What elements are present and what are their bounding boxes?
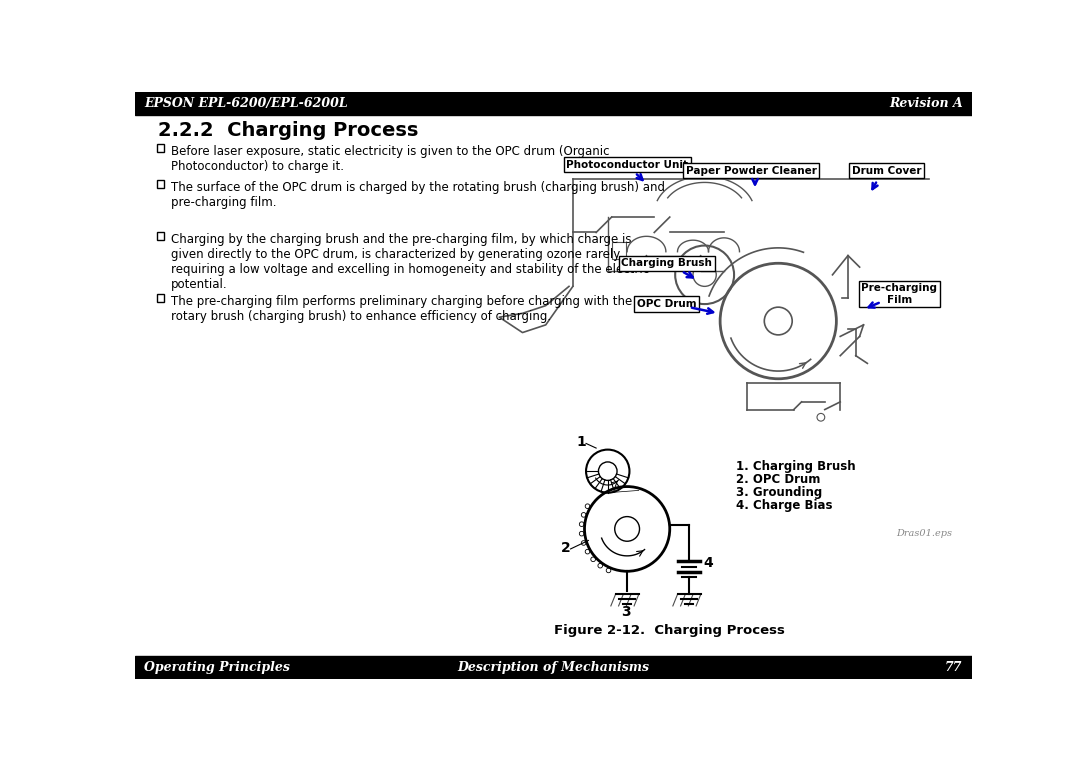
Text: Description of Mechanisms: Description of Mechanisms — [458, 661, 649, 674]
Text: 2. OPC Drum: 2. OPC Drum — [735, 473, 820, 486]
Text: The pre-charging film performs preliminary charging before charging with the
rot: The pre-charging film performs prelimina… — [171, 295, 632, 323]
Text: Photoconductor Unit: Photoconductor Unit — [566, 159, 688, 169]
Text: 4. Charge Bias: 4. Charge Bias — [735, 499, 832, 512]
Bar — [157, 294, 164, 302]
Bar — [135, 656, 972, 679]
Text: 1. Charging Brush: 1. Charging Brush — [735, 459, 855, 472]
Bar — [157, 180, 164, 188]
Text: 2: 2 — [562, 541, 571, 555]
Text: 1: 1 — [577, 435, 586, 449]
Text: Operating Principles: Operating Principles — [145, 661, 291, 674]
Text: OPC Drum: OPC Drum — [637, 299, 697, 309]
Text: The surface of the OPC drum is charged by the rotating brush (charging brush) an: The surface of the OPC drum is charged b… — [171, 181, 664, 209]
Bar — [631, 258, 638, 267]
Text: Pre-charging
Film: Pre-charging Film — [861, 283, 937, 305]
Bar — [611, 243, 625, 259]
Text: 3. Grounding: 3. Grounding — [735, 486, 822, 499]
Text: 2.2.2  Charging Process: 2.2.2 Charging Process — [159, 121, 419, 140]
Text: Charging by the charging brush and the pre-charging film, by which charge is
giv: Charging by the charging brush and the p… — [171, 233, 649, 291]
Text: Before laser exposure, static electricity is given to the OPC drum (Organic
Phot: Before laser exposure, static electricit… — [171, 145, 609, 172]
Text: Charging Brush: Charging Brush — [621, 258, 712, 269]
Text: Figure 2-12.  Charging Process: Figure 2-12. Charging Process — [554, 623, 785, 636]
Text: Drum Cover: Drum Cover — [852, 166, 921, 175]
Text: 77: 77 — [945, 661, 962, 674]
Text: 4: 4 — [703, 556, 713, 571]
Bar — [157, 144, 164, 152]
Bar — [157, 233, 164, 240]
Text: Revision A: Revision A — [889, 97, 962, 110]
Text: Dras01.eps: Dras01.eps — [896, 529, 953, 538]
Text: EPSON EPL-6200/EPL-6200L: EPSON EPL-6200/EPL-6200L — [145, 97, 348, 110]
Text: Paper Powder Cleaner: Paper Powder Cleaner — [686, 166, 816, 175]
Text: 3: 3 — [621, 605, 631, 619]
Bar — [135, 92, 972, 114]
